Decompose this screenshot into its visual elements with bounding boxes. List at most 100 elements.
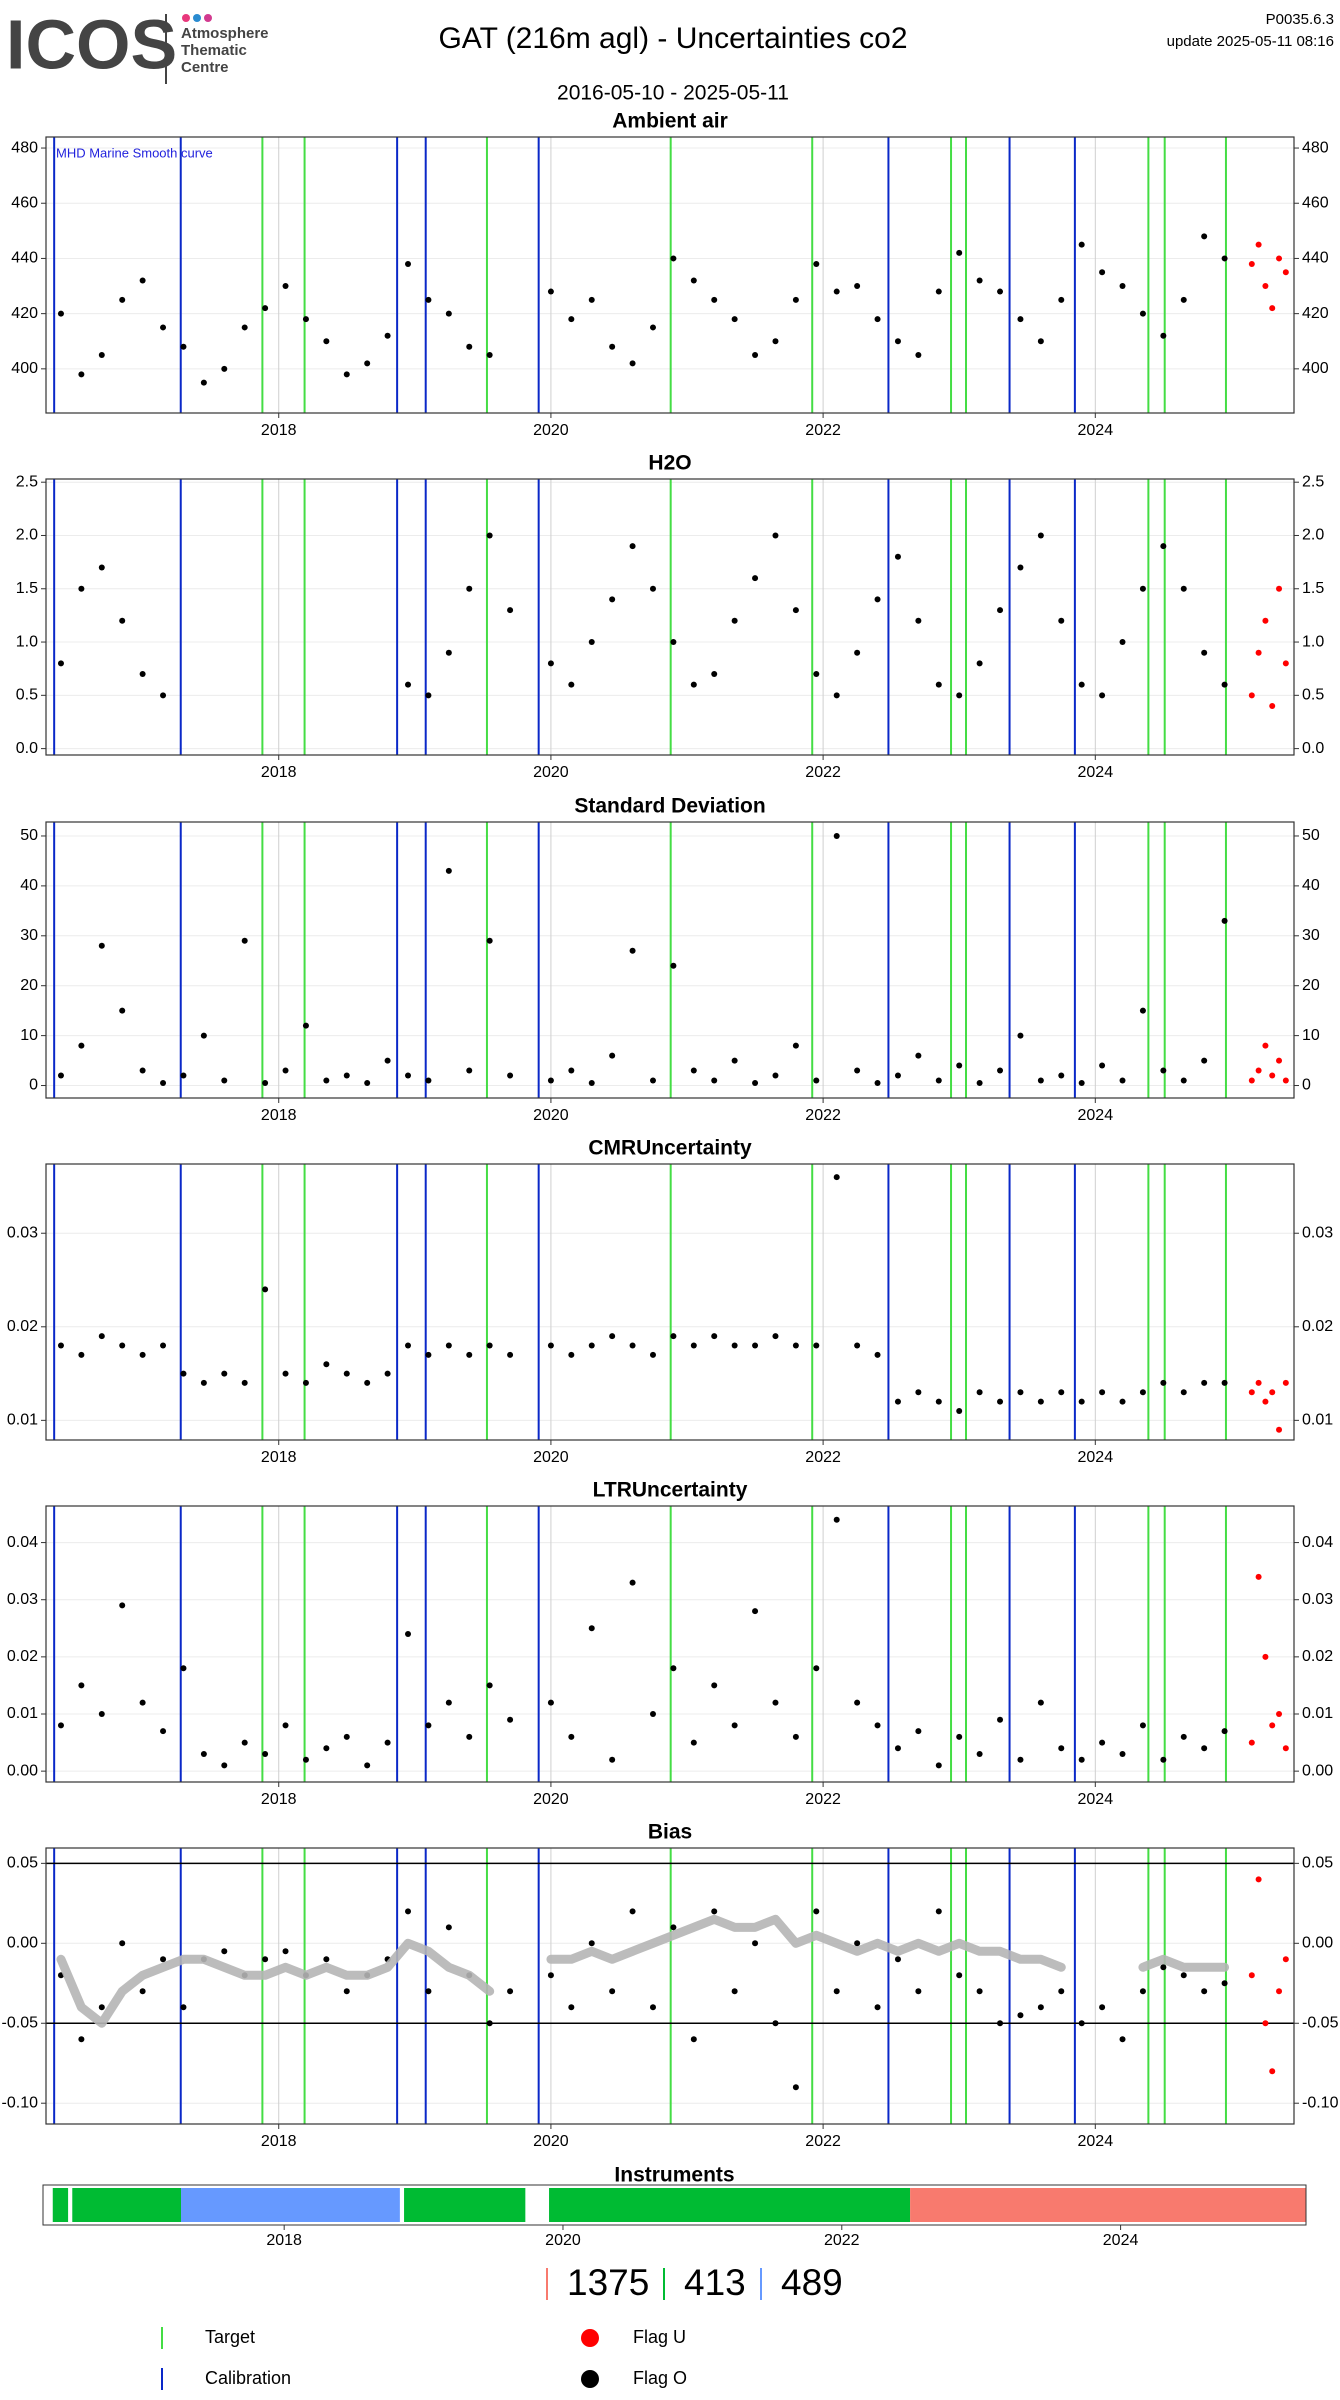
point: [445, 867, 452, 874]
y-tick-label: 0.02: [7, 1318, 38, 1335]
point: [282, 1370, 289, 1377]
point: [507, 1988, 514, 1995]
logo-dot: [204, 14, 212, 22]
point: [690, 1739, 697, 1746]
point: [731, 1342, 738, 1349]
point: [221, 1762, 228, 1769]
plot-frame: [45, 136, 1295, 414]
x-tick-label: 2022: [805, 1791, 841, 1808]
instrument-segment: [910, 2188, 1306, 2222]
y-tick-label: 2.5: [16, 473, 38, 490]
point: [1221, 1728, 1228, 1735]
point: [833, 288, 840, 295]
point: [813, 260, 820, 267]
point: [486, 937, 493, 944]
point: [405, 1908, 412, 1915]
point: [364, 360, 371, 367]
point: [1255, 1573, 1262, 1580]
point: [690, 2036, 697, 2043]
point: [486, 352, 493, 359]
point: [1201, 233, 1208, 240]
x-tick-label: 2024: [1078, 764, 1114, 781]
point: [160, 1956, 167, 1963]
y-tick-label: 0.01: [1302, 1412, 1333, 1429]
y-tick-label: 0.00: [1302, 1762, 1333, 1779]
point: [405, 260, 412, 267]
point: [1248, 1739, 1255, 1746]
point: [160, 1342, 167, 1349]
point: [1099, 1062, 1106, 1069]
point: [1201, 1745, 1208, 1752]
point: [221, 1370, 228, 1377]
point: [649, 1351, 656, 1358]
point: [1276, 1057, 1283, 1064]
point: [956, 1062, 963, 1069]
point: [629, 1579, 636, 1586]
point: [241, 937, 248, 944]
x-tick-label: 2022: [805, 1449, 841, 1466]
point: [1037, 1699, 1044, 1706]
point: [772, 1333, 779, 1340]
point: [588, 1080, 595, 1087]
point: [119, 1007, 126, 1014]
legend-label: Flag U: [633, 2327, 686, 2347]
point: [956, 1972, 963, 1979]
point: [302, 316, 309, 323]
point: [1160, 1067, 1167, 1074]
point: [200, 1379, 207, 1386]
point: [221, 1948, 228, 1955]
point: [1139, 585, 1146, 592]
point: [1248, 1389, 1255, 1396]
point: [1180, 1733, 1187, 1740]
point: [711, 1908, 718, 1915]
point: [772, 1072, 779, 1079]
instrument-segment: [72, 2188, 182, 2222]
point: [1139, 1722, 1146, 1729]
instrument-segment: [404, 2188, 526, 2222]
point: [1037, 532, 1044, 539]
point: [854, 1067, 861, 1074]
point: [935, 1077, 942, 1084]
smooth-curve: [56, 1914, 1230, 2028]
point: [1248, 692, 1255, 699]
point: [894, 1745, 901, 1752]
y-tick-label: 0.00: [1302, 1935, 1333, 1952]
y-tick-label: 0.5: [1302, 687, 1324, 704]
point: [649, 2004, 656, 2011]
point: [1248, 1077, 1255, 1084]
point: [731, 1988, 738, 1995]
point: [1017, 316, 1024, 323]
point: [119, 1940, 126, 1947]
logo-line: Thematic: [181, 42, 247, 59]
point: [854, 283, 861, 290]
point: [833, 1988, 840, 1995]
point: [139, 671, 146, 678]
point: [200, 379, 207, 386]
point: [1269, 1072, 1276, 1079]
point: [364, 1762, 371, 1769]
point: [384, 1370, 391, 1377]
point: [139, 1988, 146, 1995]
point: [997, 607, 1004, 614]
point: [1058, 296, 1065, 303]
point: [1119, 639, 1126, 646]
point: [343, 1072, 350, 1079]
y-tick-label: 20: [1302, 977, 1320, 994]
point: [588, 1625, 595, 1632]
point: [1262, 1398, 1269, 1405]
y-tick-label: 0.00: [7, 1762, 38, 1779]
point: [568, 1733, 575, 1740]
point: [935, 1908, 942, 1915]
x-tick-label: 2022: [805, 1107, 841, 1124]
point: [1180, 585, 1187, 592]
x-tick-label: 2024: [1078, 2133, 1114, 2150]
point: [180, 1072, 187, 1079]
point: [813, 1342, 820, 1349]
point: [792, 1042, 799, 1049]
point: [486, 1682, 493, 1689]
point: [1221, 255, 1228, 262]
point: [425, 1077, 432, 1084]
point: [445, 1699, 452, 1706]
point: [1262, 283, 1269, 290]
point: [98, 2004, 105, 2011]
